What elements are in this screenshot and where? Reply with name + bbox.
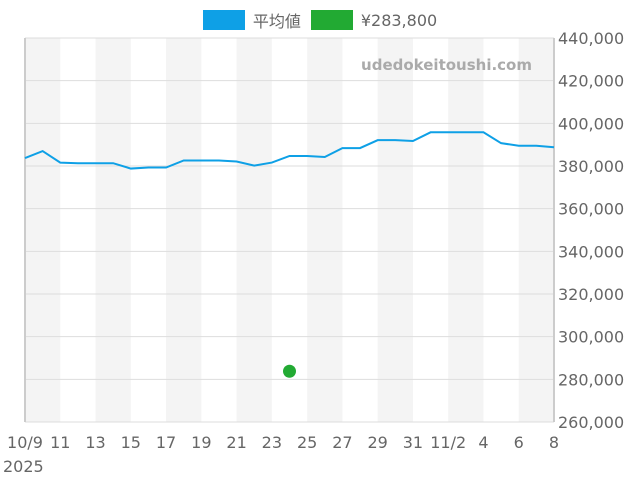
price-point: [283, 364, 296, 378]
band: [377, 38, 413, 422]
x-tick-label: 8: [549, 433, 559, 452]
y-tick-label: 260,000: [558, 413, 624, 432]
y-tick-label: 420,000: [558, 72, 624, 91]
x-tick-label: 11/2: [430, 433, 466, 452]
legend-item-average[interactable]: 平均値: [202, 8, 301, 32]
watermark: udedokeitoushi.com: [361, 56, 532, 74]
band: [448, 38, 484, 422]
band: [518, 38, 554, 422]
x-tick-label: 11: [50, 433, 70, 452]
legend-label: ¥283,800: [360, 10, 438, 30]
x-tick-label: 25: [297, 433, 317, 452]
band: [95, 38, 131, 422]
x-tick-label: 19: [191, 433, 211, 452]
band: [236, 38, 272, 422]
series-line-average: [24, 131, 555, 170]
x-tick-label: 23: [262, 433, 282, 452]
y-tick-label: 320,000: [558, 285, 624, 304]
y-tick-label: 400,000: [558, 114, 624, 133]
x-tick-label: 15: [121, 433, 141, 452]
legend-item-price[interactable]: ¥283,800: [310, 10, 438, 30]
band: [25, 38, 61, 422]
band: [307, 38, 343, 422]
x-tick-label: 10/9: [7, 433, 43, 452]
y-tick-label: 340,000: [558, 242, 624, 261]
x-tick-label: 29: [367, 433, 387, 452]
x-tick-label: 13: [85, 433, 105, 452]
y-tick-label: 360,000: [558, 200, 624, 219]
x-tick-label: 31: [403, 433, 423, 452]
x-tick-label: 4: [478, 433, 488, 452]
x-tick-label: 17: [156, 433, 176, 452]
x-tick-label: 21: [226, 433, 246, 452]
x-year-label: 2025: [3, 457, 44, 476]
y-tick-label: 300,000: [558, 328, 624, 347]
y-tick-label: 440,000: [558, 29, 624, 48]
x-tick-label: 6: [514, 433, 524, 452]
legend-label: 平均値: [252, 12, 301, 31]
y-tick-label: 280,000: [558, 370, 624, 389]
legend-swatch-blue: [202, 10, 245, 30]
x-tick-label: 27: [332, 433, 352, 452]
legend: 平均値 ¥283,800: [0, 8, 640, 32]
legend-swatch-green: [310, 10, 353, 30]
band: [166, 38, 202, 422]
y-tick-label: 380,000: [558, 157, 624, 176]
